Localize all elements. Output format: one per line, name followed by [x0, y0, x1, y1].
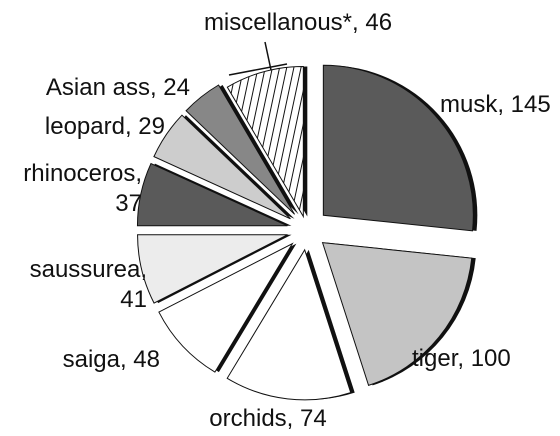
slice-label-line-saiga-0: saiga, 48	[63, 346, 160, 373]
pie-slice-leopard	[153, 114, 291, 220]
slice-label-line-musk-0: musk, 145	[440, 91, 551, 118]
slice-label-line-rhinoceros-1: 37	[115, 190, 142, 217]
leader-lines	[228, 41, 288, 76]
slice-label-line-miscellanous-0: miscellanous*, 46	[204, 9, 392, 36]
slice-label-orchids: orchids, 74	[209, 405, 326, 432]
slice-label-rhinoceros: rhinoceros, 37	[23, 160, 142, 217]
pie-slice-miscellanous	[226, 65, 304, 219]
slice-label-line-tiger-0: tiger, 100	[412, 345, 511, 372]
slice-label-leopard: leopard, 29	[45, 113, 165, 140]
slice-label-line-asian-ass-0: Asian ass, 24	[46, 74, 190, 101]
pie-slice-orchids	[226, 248, 352, 401]
pie-slice-musk	[322, 64, 474, 232]
slice-label-line-orchids-0: orchids, 74	[209, 405, 326, 432]
slice-label-saussurea: saussurea, 41	[30, 256, 147, 313]
slice-label-line-leopard-0: leopard, 29	[45, 113, 165, 140]
pie-slice-saiga	[158, 242, 294, 373]
leader-bracket-misc	[228, 63, 288, 76]
pie-slice-tiger	[321, 242, 473, 386]
slice-label-line-saussurea-0: saussurea,	[30, 256, 147, 283]
pie-slice-saussurea	[137, 234, 288, 304]
slice-label-tiger: tiger, 100	[412, 345, 511, 372]
slice-label-line-saussurea-1: 41	[120, 286, 147, 313]
slice-label-miscellanous: miscellanous*, 46	[204, 9, 392, 36]
slice-label-saiga: saiga, 48	[63, 346, 160, 373]
slice-label-musk: musk, 145	[440, 91, 551, 118]
pie-labels: musk, 145 tiger, 100 orchids, 74 saiga, 48 s…	[23, 9, 550, 432]
pie-slice-rhinoceros	[136, 162, 288, 227]
slice-label-line-rhinoceros-0: rhinoceros,	[23, 160, 142, 187]
pie-slices	[136, 64, 478, 401]
leader-line-misc	[264, 41, 272, 71]
pie-slice-asian-ass	[185, 84, 296, 215]
slice-label-asian-ass: Asian ass, 24	[46, 74, 190, 101]
